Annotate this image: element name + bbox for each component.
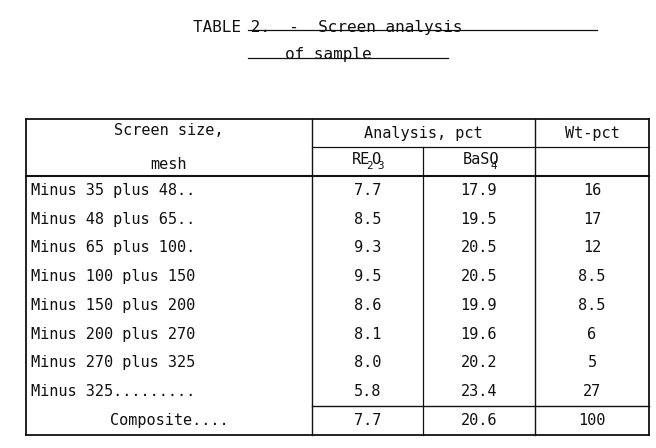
Text: Minus 100 plus 150: Minus 100 plus 150 <box>31 269 195 284</box>
Text: mesh: mesh <box>151 157 187 172</box>
Text: 19.5: 19.5 <box>461 212 497 227</box>
Text: Minus 48 plus 65..: Minus 48 plus 65.. <box>31 212 195 227</box>
Text: 4: 4 <box>490 161 497 171</box>
Text: 19.6: 19.6 <box>461 327 497 341</box>
Text: Minus 65 plus 100.: Minus 65 plus 100. <box>31 241 195 255</box>
Text: Minus 35 plus 48..: Minus 35 plus 48.. <box>31 183 195 198</box>
Text: 20.5: 20.5 <box>461 269 497 284</box>
Text: 5.8: 5.8 <box>354 384 381 399</box>
Text: 17.9: 17.9 <box>461 183 497 198</box>
Text: Composite....: Composite.... <box>110 413 228 428</box>
Text: 20.2: 20.2 <box>461 355 497 370</box>
Text: 6: 6 <box>588 327 596 341</box>
Text: Minus 325.........: Minus 325......... <box>31 384 195 399</box>
Text: 2: 2 <box>366 161 373 171</box>
Text: Minus 150 plus 200: Minus 150 plus 200 <box>31 298 195 313</box>
Text: TABLE 2.  -  Screen analysis: TABLE 2. - Screen analysis <box>194 20 462 35</box>
Text: BaSO: BaSO <box>462 152 499 168</box>
Text: 7.7: 7.7 <box>354 413 381 428</box>
Text: Wt-pct: Wt-pct <box>565 125 619 141</box>
Text: 100: 100 <box>579 413 605 428</box>
Text: 20.6: 20.6 <box>461 413 497 428</box>
Text: 27: 27 <box>583 384 601 399</box>
Text: 3: 3 <box>378 161 384 171</box>
Text: 7.7: 7.7 <box>354 183 381 198</box>
Text: 8.5: 8.5 <box>354 212 381 227</box>
Text: 20.5: 20.5 <box>461 241 497 255</box>
Text: Minus 200 plus 270: Minus 200 plus 270 <box>31 327 195 341</box>
Text: 5: 5 <box>588 355 596 370</box>
Text: Analysis, pct: Analysis, pct <box>364 125 482 141</box>
Text: Screen size,: Screen size, <box>114 123 224 138</box>
Text: 12: 12 <box>583 241 601 255</box>
Text: 8.0: 8.0 <box>354 355 381 370</box>
Text: 16: 16 <box>583 183 601 198</box>
Text: 8.5: 8.5 <box>579 298 605 313</box>
Text: 8.1: 8.1 <box>354 327 381 341</box>
Text: 9.5: 9.5 <box>354 269 381 284</box>
Text: 23.4: 23.4 <box>461 384 497 399</box>
Text: 9.3: 9.3 <box>354 241 381 255</box>
Text: 8.6: 8.6 <box>354 298 381 313</box>
Text: 17: 17 <box>583 212 601 227</box>
Text: 19.9: 19.9 <box>461 298 497 313</box>
Text: of sample: of sample <box>285 47 371 62</box>
Text: RE: RE <box>352 152 371 168</box>
Text: O: O <box>371 152 380 168</box>
Text: 8.5: 8.5 <box>579 269 605 284</box>
Text: Minus 270 plus 325: Minus 270 plus 325 <box>31 355 195 370</box>
